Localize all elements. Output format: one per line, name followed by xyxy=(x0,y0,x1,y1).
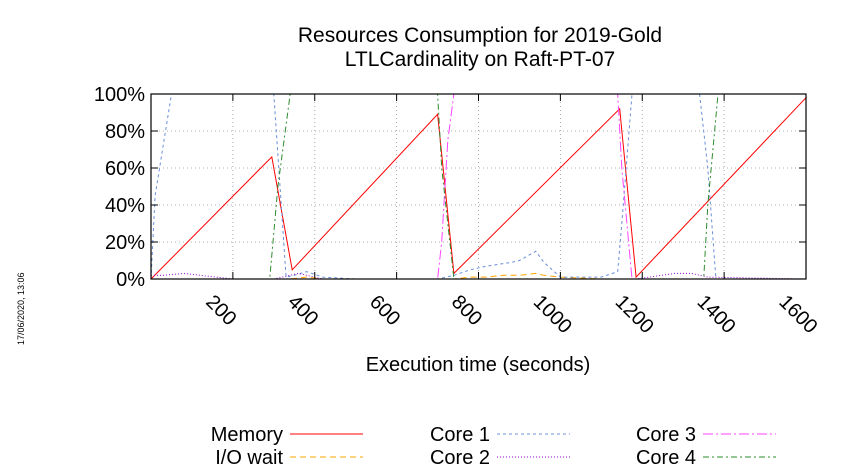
chart-title: Resources Consumption for 2019-Gold xyxy=(298,24,662,47)
legend-label: I/O wait xyxy=(215,447,283,469)
x-tick-label: 600 xyxy=(365,291,404,330)
series-line-core-1 xyxy=(150,93,806,280)
legend-label: Memory xyxy=(211,424,283,446)
x-tick-label: 1400 xyxy=(693,291,740,338)
y-axis-ticks: 0% 20% 40% 60% 80% 100% xyxy=(94,84,806,291)
y-tick-label: 0% xyxy=(116,269,145,291)
legend-label: Core 3 xyxy=(636,424,696,446)
grid xyxy=(151,93,807,280)
series-line-core-4 xyxy=(151,93,806,280)
x-tick-label: 400 xyxy=(283,291,322,330)
y-tick-label: 20% xyxy=(105,232,145,254)
series-line-core-2 xyxy=(151,272,807,280)
chart-subtitle: LTLCardinality on Raft-PT-07 xyxy=(345,48,615,71)
legend-label: Core 1 xyxy=(430,424,490,446)
legend-label: Core 2 xyxy=(430,447,490,469)
x-tick-label: 1200 xyxy=(611,291,658,338)
timestamp: 17/06/2020, 13:06 xyxy=(16,272,26,345)
y-tick-label: 60% xyxy=(105,158,145,180)
x-axis-label: Execution time (seconds) xyxy=(366,354,591,376)
legend-label: Core 4 xyxy=(636,447,696,469)
y-tick-label: 80% xyxy=(105,121,145,143)
x-tick-label: 1000 xyxy=(529,291,576,338)
x-tick-label: 1600 xyxy=(774,291,821,338)
x-tick-label: 800 xyxy=(447,291,486,330)
x-tick-label: 200 xyxy=(201,291,240,330)
series-line-memory xyxy=(150,97,807,280)
y-tick-label: 40% xyxy=(105,195,145,217)
y-tick-label: 100% xyxy=(94,84,145,106)
